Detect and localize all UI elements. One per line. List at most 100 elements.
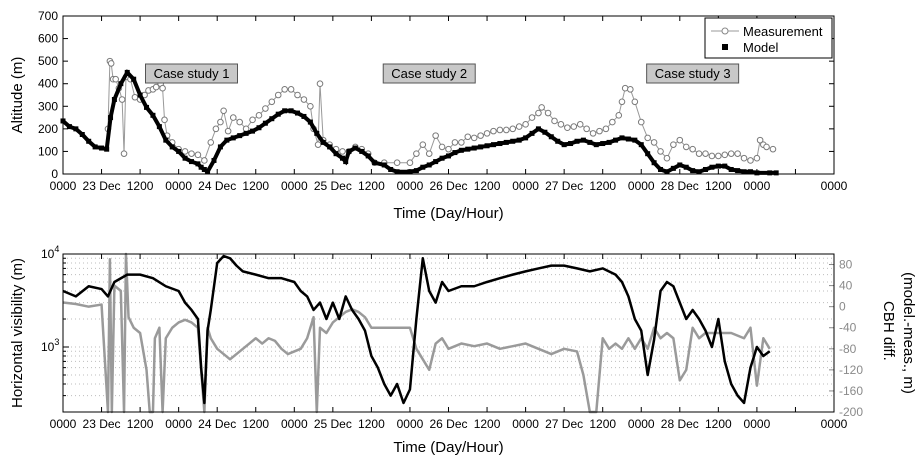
model-point bbox=[452, 150, 458, 156]
model-point bbox=[372, 160, 378, 166]
altitude-x-tick-label: 27 Dec bbox=[545, 179, 583, 193]
measurement-point bbox=[631, 98, 639, 106]
measurement-point bbox=[451, 139, 459, 146]
altitude-y-axis-label: Altitude (m) bbox=[9, 57, 26, 134]
model-point bbox=[703, 166, 708, 172]
measurement-point bbox=[769, 145, 777, 153]
model-point bbox=[458, 147, 464, 153]
measurement-point bbox=[220, 107, 227, 115]
measurement-point bbox=[544, 109, 552, 117]
measurement-point bbox=[670, 141, 677, 148]
measurement-point bbox=[483, 130, 491, 137]
case-study-annotations: Case study 1 Case study 2 Case study 3 bbox=[145, 63, 740, 84]
visibility-series-line bbox=[62, 254, 771, 405]
measurement-point bbox=[644, 134, 651, 142]
visibility-x-tick-label: 0000 bbox=[397, 417, 424, 431]
model-point bbox=[346, 148, 352, 154]
measurement-point bbox=[201, 157, 208, 164]
measurement-point bbox=[689, 145, 696, 153]
measurement-point bbox=[159, 84, 166, 92]
model-point bbox=[269, 116, 275, 122]
measurement-point bbox=[538, 104, 545, 111]
visibility-axis-ticks: 103 104 -200 -160 -120 -80 -40 0 40 80 0000 23 Dec 1… bbox=[41, 244, 863, 431]
visibility-log-grid bbox=[63, 257, 834, 413]
visibility-x-tick-label: 1200 bbox=[589, 417, 616, 431]
altitude-x-tick-label: 0000 bbox=[50, 179, 77, 193]
model-point bbox=[388, 166, 394, 172]
cbh-diff-y-axis-label: CBH diff. (model.-meas., m) bbox=[880, 272, 917, 394]
measurement-point bbox=[236, 118, 243, 126]
altitude-y-tick-label: 500 bbox=[38, 54, 58, 68]
model-point bbox=[150, 112, 156, 118]
model-point bbox=[250, 128, 256, 134]
measurement-point bbox=[152, 83, 160, 91]
visibility-axes-frame bbox=[62, 253, 835, 413]
measurement-point bbox=[515, 123, 523, 130]
model-point bbox=[333, 151, 339, 157]
cbh-diff-label-line1: CBH diff. bbox=[880, 301, 897, 361]
visibility-x-axis-label: Time (Day/Hour) bbox=[393, 439, 503, 456]
visibility-x-tick-label: 1200 bbox=[705, 417, 732, 431]
measurement-point bbox=[663, 154, 671, 162]
measurement-point bbox=[274, 91, 282, 99]
altitude-y-tick-label: 0 bbox=[51, 167, 58, 181]
measurement-point bbox=[715, 152, 722, 160]
measurement-point bbox=[107, 60, 115, 67]
altitude-x-tick-label: 1200 bbox=[589, 179, 616, 193]
model-point bbox=[104, 146, 110, 152]
altitude-x-tick-label: 0000 bbox=[397, 179, 424, 193]
case-study-box bbox=[382, 63, 476, 84]
measurement-point bbox=[596, 127, 603, 135]
measurement-point bbox=[557, 121, 565, 128]
measurement-point bbox=[589, 130, 597, 137]
model-point bbox=[645, 151, 651, 157]
model-point bbox=[606, 139, 612, 145]
measurement-point bbox=[503, 126, 510, 134]
model-point bbox=[555, 138, 561, 144]
model-point bbox=[307, 119, 313, 125]
model-point bbox=[619, 135, 625, 141]
model-point bbox=[535, 126, 541, 132]
measurement-point bbox=[314, 141, 322, 148]
model-point bbox=[111, 97, 117, 103]
model-point bbox=[741, 169, 747, 175]
measurement-point bbox=[708, 152, 716, 160]
altitude-y-tick-label: 100 bbox=[38, 144, 58, 158]
case-study-box bbox=[145, 63, 238, 84]
altitude-x-tick-label: 0000 bbox=[744, 179, 771, 193]
model-point bbox=[593, 142, 599, 148]
visibility-x-tick-label: 23 Dec bbox=[83, 417, 121, 431]
visibility-x-tick-label: 26 Dec bbox=[429, 417, 467, 431]
measurement-point bbox=[393, 159, 401, 167]
model-point bbox=[413, 168, 419, 174]
model-point bbox=[715, 163, 721, 169]
measurement-point bbox=[727, 150, 735, 157]
model-point bbox=[137, 92, 143, 98]
model-point bbox=[747, 169, 753, 175]
altitude-x-tick-label: 0000 bbox=[821, 179, 848, 193]
visibility-x-tick-label: 0000 bbox=[744, 417, 771, 431]
model-point bbox=[66, 124, 72, 130]
model-point bbox=[189, 159, 194, 165]
visibility-x-tick-label: 1200 bbox=[242, 417, 269, 431]
case-study-label: Case study 3 bbox=[655, 66, 731, 81]
measurement-point bbox=[763, 143, 770, 151]
measurement-point bbox=[194, 151, 202, 159]
visibility-x-tick-label: 0000 bbox=[628, 417, 655, 431]
measurement-point bbox=[300, 96, 308, 103]
altitude-axes-frame bbox=[62, 15, 835, 175]
visibility-plot-area bbox=[62, 252, 771, 414]
model-point bbox=[658, 166, 664, 172]
model-point bbox=[516, 137, 522, 143]
measurement-point bbox=[458, 139, 465, 146]
cbh-diff-y-tick-label: -40 bbox=[839, 321, 857, 335]
model-point bbox=[365, 153, 371, 159]
model-point bbox=[465, 146, 471, 152]
model-point bbox=[301, 113, 307, 119]
case-study-label: Case study 1 bbox=[154, 66, 230, 81]
measurement-point bbox=[262, 105, 269, 112]
model-point bbox=[99, 145, 105, 151]
model-point bbox=[696, 169, 702, 175]
model-point bbox=[709, 164, 715, 170]
